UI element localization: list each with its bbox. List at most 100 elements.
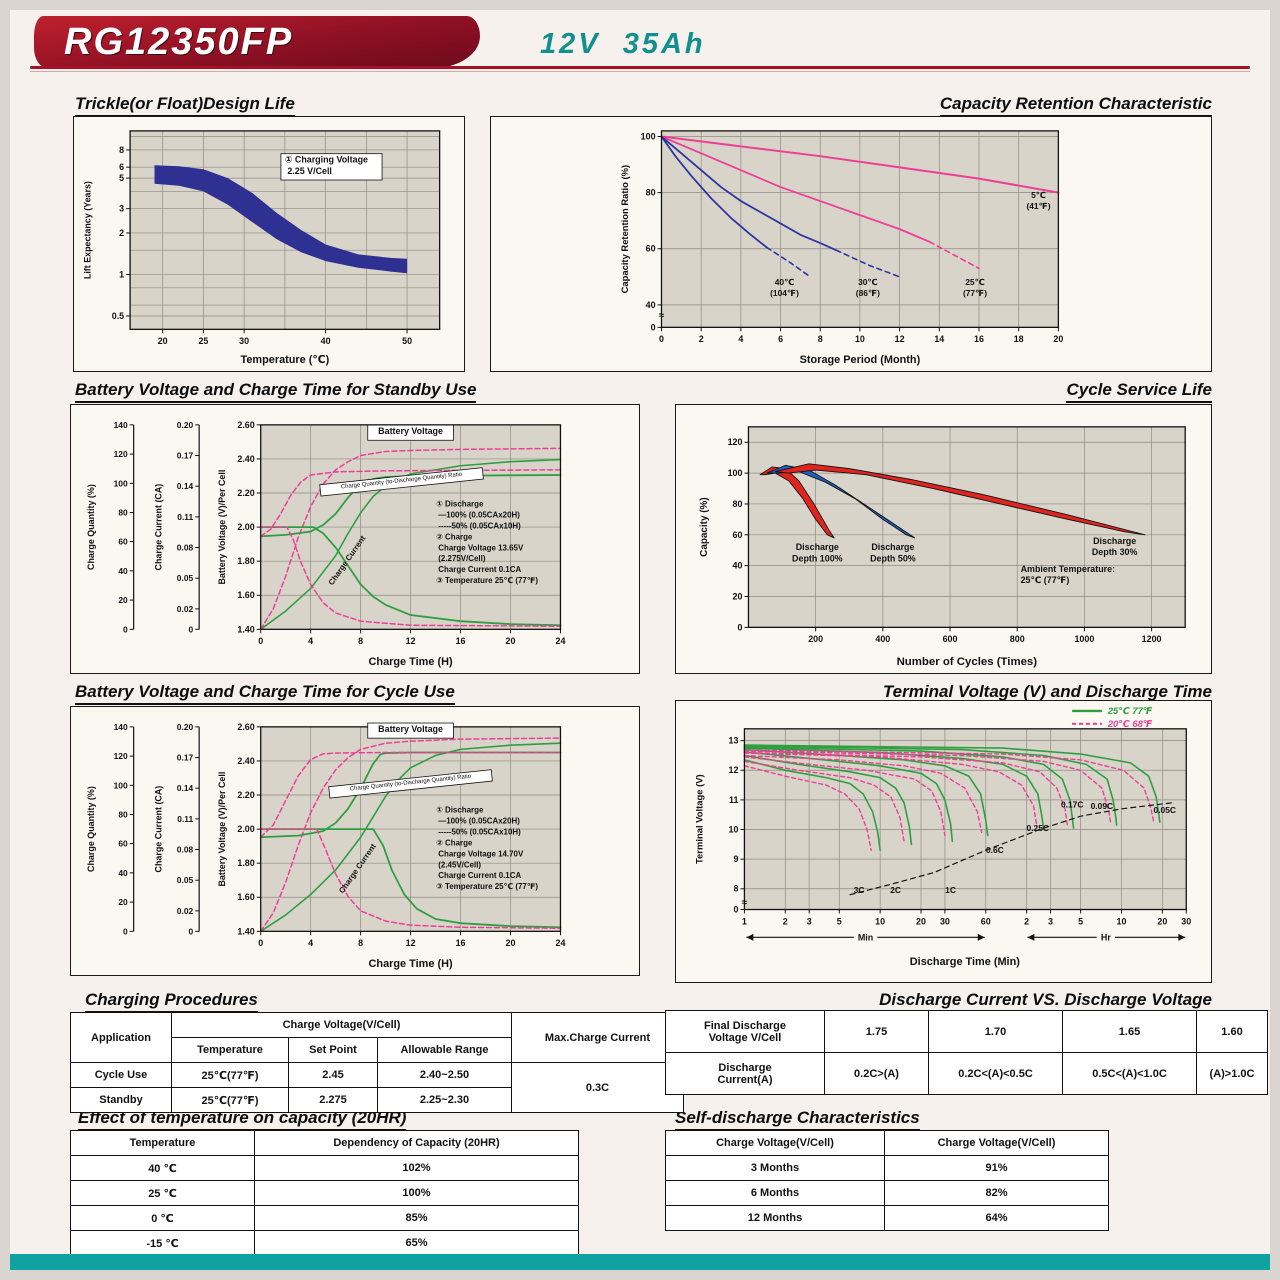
svg-text:0.08: 0.08: [177, 845, 194, 855]
svg-text:40: 40: [733, 561, 743, 571]
svg-text:11: 11: [729, 795, 738, 805]
svg-text:3: 3: [1048, 916, 1053, 926]
svg-text:2.00: 2.00: [237, 824, 254, 834]
svg-text:0.14: 0.14: [177, 481, 194, 491]
section-title-self-discharge: Self-discharge Characteristics: [675, 1108, 920, 1131]
svg-text:50: 50: [402, 336, 412, 346]
table-header-set-point: Set Point: [288, 1037, 378, 1063]
table-cell: 3 Months: [665, 1155, 885, 1181]
svg-text:8: 8: [358, 938, 363, 948]
table-cell: 0.2C<(A)<0.5C: [928, 1052, 1063, 1095]
table-header-temperature: Temperature: [171, 1037, 289, 1063]
svg-text:1: 1: [119, 269, 124, 279]
svg-text:0.5: 0.5: [112, 311, 124, 321]
svg-text:1.60: 1.60: [237, 892, 254, 902]
svg-text:1C: 1C: [945, 885, 956, 895]
svg-text:600: 600: [943, 634, 958, 644]
terminal-voltage-panel: 1 2 3 5 10 20 30 60 2 3 5 10 20 30 13 12 11 10 9 8 0 25℃ 77℉ 2…: [675, 700, 1212, 983]
svg-text:① Discharge —100% (0.05CAx2: ① Discharge —100% (0.05CAx20H) -----50% …: [436, 500, 538, 585]
svg-text:40: 40: [118, 566, 128, 576]
svg-text:0.17: 0.17: [177, 451, 194, 461]
svg-text:400: 400: [875, 634, 890, 644]
svg-text:14: 14: [934, 334, 944, 344]
svg-text:10: 10: [855, 334, 865, 344]
svg-text:5: 5: [837, 916, 842, 926]
svg-text:Temperature (℃): Temperature (℃): [240, 354, 329, 366]
svg-text:8: 8: [733, 884, 738, 894]
svg-text:0: 0: [189, 926, 194, 936]
svg-text:Min: Min: [858, 932, 873, 942]
svg-text:16: 16: [456, 636, 466, 646]
table-cell: 2.275: [288, 1087, 378, 1113]
svg-text:6: 6: [778, 334, 783, 344]
svg-text:140: 140: [114, 420, 128, 430]
cycle-service-life-chart: 200 400 600 800 1000 1200 0 20 40 60 80 100 120 Disch…: [699, 426, 1186, 668]
table-cell: 2.25~2.30: [377, 1087, 512, 1113]
svg-text:20: 20: [158, 336, 168, 346]
svg-text:100: 100: [114, 780, 128, 790]
svg-text:2.20: 2.20: [237, 790, 254, 800]
svg-text:2.40: 2.40: [237, 454, 254, 464]
svg-text:60: 60: [118, 537, 128, 547]
table-header-temperature: Temperature: [70, 1130, 255, 1156]
svg-text:1.80: 1.80: [237, 858, 254, 868]
svg-text:Charge Current (CA): Charge Current (CA): [153, 484, 163, 571]
svg-text:25℃ 77℉: 25℃ 77℉: [1107, 705, 1153, 716]
svg-text:Battery Voltage: Battery Voltage: [378, 724, 443, 734]
svg-text:100: 100: [728, 468, 743, 478]
table-header-charge-voltage-right: Charge Voltage(V/Cell): [884, 1130, 1109, 1156]
table-cell: 1.65: [1062, 1010, 1197, 1053]
battery-rating: 12V 35Ah: [540, 28, 706, 60]
svg-text:Number of Cycles (Times): Number of Cycles (Times): [897, 656, 1038, 668]
svg-text:Storage Period (Month): Storage Period (Month): [800, 354, 921, 366]
table-cell: 0.2C>(A): [824, 1052, 929, 1095]
svg-text:Lift Expectancy (Years): Lift Expectancy (Years): [82, 181, 92, 279]
svg-text:10: 10: [875, 916, 885, 926]
svg-text:① Discharge —100% (0.05CAx2: ① Discharge —100% (0.05CAx20H) -----50% …: [436, 806, 538, 891]
temp-capacity-table: Temperature Dependency of Capacity (20HR…: [70, 1130, 579, 1256]
svg-text:0.14: 0.14: [177, 783, 194, 793]
svg-text:800: 800: [1010, 634, 1025, 644]
svg-text:1000: 1000: [1074, 634, 1094, 644]
svg-text:0: 0: [123, 926, 128, 936]
svg-text:Battery Voltage (V)/Per Cell: Battery Voltage (V)/Per Cell: [217, 772, 227, 887]
svg-text:20: 20: [1157, 916, 1167, 926]
table-cell: 1.60: [1196, 1010, 1268, 1053]
table-header-charge-voltage: Charge Voltage(V/Cell): [171, 1012, 512, 1038]
table-cell: 85%: [254, 1205, 579, 1231]
svg-text:140: 140: [114, 722, 128, 732]
svg-text:20: 20: [118, 897, 128, 907]
svg-text:0.11: 0.11: [177, 814, 193, 824]
svg-text:1200: 1200: [1142, 634, 1162, 644]
svg-text:0.6C: 0.6C: [986, 845, 1004, 855]
svg-text:Charge Current (CA): Charge Current (CA): [153, 786, 163, 873]
table-cell-max-current: 0.3C: [511, 1062, 684, 1113]
svg-text:30: 30: [940, 916, 950, 926]
svg-text:≈: ≈: [659, 310, 665, 321]
section-title-capacity-retention: Capacity Retention Characteristic: [490, 94, 1212, 117]
svg-text:20℃ 68℉: 20℃ 68℉: [1107, 718, 1153, 729]
svg-text:10: 10: [1117, 916, 1127, 926]
svg-text:12: 12: [895, 334, 905, 344]
table-cell: 0 ℃: [70, 1205, 255, 1231]
svg-text:5: 5: [119, 173, 124, 183]
svg-text:3C: 3C: [854, 885, 865, 895]
header-rule-light: [30, 71, 1250, 72]
table-cell: 2.45: [288, 1062, 378, 1088]
section-title-charging-procedures: Charging Procedures: [85, 990, 258, 1013]
table-cell: Cycle Use: [70, 1062, 172, 1088]
table-cell: 25 ℃: [70, 1180, 255, 1206]
svg-text:0.17: 0.17: [177, 753, 194, 763]
svg-text:3: 3: [119, 204, 124, 214]
discharge-voltage-table: Final Discharge Voltage V/Cell 1.75 1.70…: [665, 1010, 1268, 1095]
svg-text:24: 24: [555, 636, 565, 646]
table-cell: 0.5C<(A)<1.0C: [1062, 1052, 1197, 1095]
svg-text:2: 2: [119, 228, 124, 238]
svg-text:Charge Time (H): Charge Time (H): [369, 958, 453, 970]
svg-text:2.20: 2.20: [237, 488, 254, 498]
self-discharge-table: Charge Voltage(V/Cell) Charge Voltage(V/…: [665, 1130, 1109, 1231]
model-number: RG12350FP: [64, 20, 294, 63]
table-header-application: Application: [70, 1012, 172, 1063]
table-cell: 25℃(77℉): [171, 1087, 289, 1113]
